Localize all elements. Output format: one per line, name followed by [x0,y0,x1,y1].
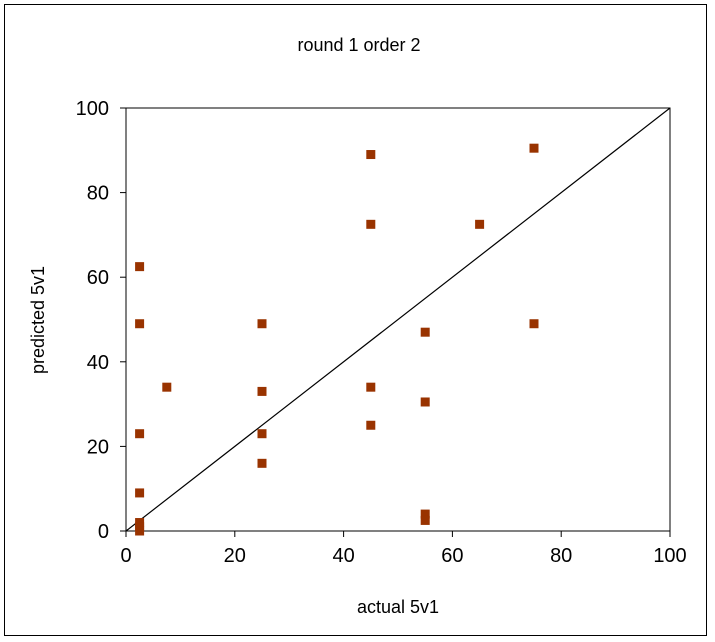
data-point [135,488,145,498]
y-tick-label: 20 [87,436,109,458]
data-point [475,219,485,229]
data-point [420,515,430,525]
y-axis-title: predicted 5v1 [28,266,48,374]
data-point [135,319,145,329]
y-tick-label: 80 [87,183,109,205]
data-point [162,382,172,392]
data-point [420,509,430,519]
y-tick-label: 60 [87,267,109,289]
data-point [529,143,539,153]
data-point [257,429,267,439]
reference-line [125,107,671,532]
y-tick-label: 40 [87,352,109,374]
y-axis: 0 20 40 60 80 100 [76,98,126,543]
data-point [366,382,376,392]
data-point [257,458,267,468]
data-point [135,526,145,536]
plot-area [125,107,671,532]
data-point [420,397,430,407]
chart-title: round 1 order 2 [297,35,420,55]
x-tick-label: 100 [653,545,686,567]
data-point [135,429,145,439]
data-point [257,386,267,396]
x-axis: 0 20 40 60 80 100 [120,531,687,567]
x-axis-title: actual 5v1 [357,597,439,617]
x-tick-label: 20 [224,545,246,567]
x-tick-label: 0 [120,545,131,567]
x-tick-label: 80 [550,545,572,567]
data-point [135,262,145,272]
x-tick-label: 40 [332,545,354,567]
y-tick-label: 0 [98,521,109,543]
data-point [366,150,376,160]
data-point [366,219,376,229]
data-points [135,143,539,536]
data-point [366,420,376,430]
data-point [257,319,267,329]
x-tick-label: 60 [441,545,463,567]
data-point [420,327,430,337]
y-tick-label: 100 [76,98,109,120]
data-point [529,319,539,329]
